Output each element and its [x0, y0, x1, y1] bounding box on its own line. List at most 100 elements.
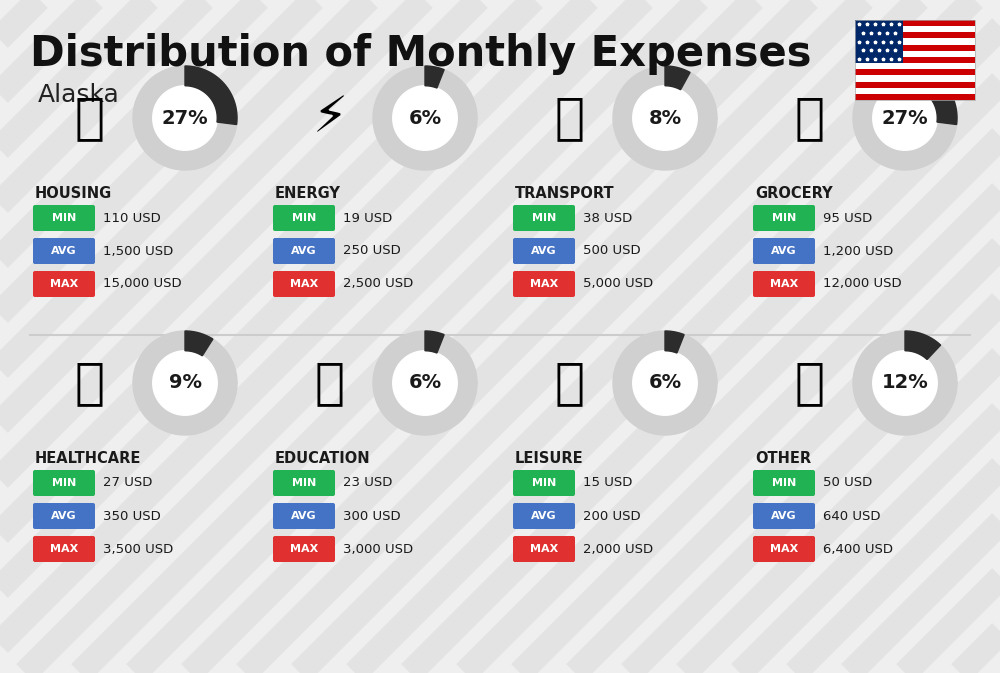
Text: AVG: AVG	[51, 511, 77, 521]
Text: Alaska: Alaska	[38, 83, 120, 107]
Polygon shape	[133, 66, 237, 170]
Text: ⚡: ⚡	[312, 94, 348, 142]
Bar	[855, 81, 975, 87]
Text: 27%: 27%	[162, 108, 208, 127]
Bar	[855, 26, 975, 32]
Text: MAX: MAX	[50, 279, 78, 289]
Bar	[855, 57, 975, 63]
Text: 200 USD: 200 USD	[583, 509, 641, 522]
Text: AVG: AVG	[771, 246, 797, 256]
Text: AVG: AVG	[51, 246, 77, 256]
Bar	[855, 32, 975, 38]
FancyBboxPatch shape	[753, 536, 815, 562]
Polygon shape	[153, 351, 217, 415]
Polygon shape	[613, 66, 717, 170]
Text: 1,500 USD: 1,500 USD	[103, 244, 173, 258]
Text: MAX: MAX	[770, 544, 798, 554]
Text: 6%: 6%	[408, 374, 442, 392]
Text: 3,500 USD: 3,500 USD	[103, 542, 173, 555]
Polygon shape	[873, 351, 937, 415]
Text: MIN: MIN	[292, 478, 316, 488]
Polygon shape	[153, 85, 217, 150]
Text: 3,000 USD: 3,000 USD	[343, 542, 413, 555]
Text: LEISURE: LEISURE	[515, 451, 584, 466]
Polygon shape	[133, 331, 237, 435]
FancyBboxPatch shape	[33, 205, 95, 231]
Text: 23 USD: 23 USD	[343, 476, 392, 489]
Bar	[855, 44, 975, 50]
Bar	[855, 50, 975, 57]
Text: 15,000 USD: 15,000 USD	[103, 277, 182, 291]
Text: AVG: AVG	[531, 246, 557, 256]
Text: 🚌: 🚌	[555, 94, 585, 142]
Bar	[855, 94, 975, 100]
Bar	[855, 20, 975, 100]
FancyBboxPatch shape	[273, 238, 335, 264]
Polygon shape	[853, 331, 957, 435]
FancyBboxPatch shape	[513, 470, 575, 496]
Text: HEALTHCARE: HEALTHCARE	[35, 451, 141, 466]
Text: MAX: MAX	[530, 279, 558, 289]
Text: 50 USD: 50 USD	[823, 476, 872, 489]
Text: 9%: 9%	[168, 374, 202, 392]
FancyBboxPatch shape	[273, 503, 335, 529]
FancyBboxPatch shape	[273, 470, 335, 496]
Text: 1,200 USD: 1,200 USD	[823, 244, 893, 258]
Text: 🎓: 🎓	[315, 359, 345, 407]
Bar	[855, 69, 975, 75]
Polygon shape	[393, 85, 457, 150]
Bar	[855, 75, 975, 81]
Polygon shape	[633, 85, 697, 150]
FancyBboxPatch shape	[33, 536, 95, 562]
Bar	[855, 20, 975, 26]
Text: TRANSPORT: TRANSPORT	[515, 186, 615, 201]
Bar	[855, 63, 975, 69]
Bar	[855, 87, 975, 94]
Polygon shape	[373, 331, 477, 435]
Text: MAX: MAX	[530, 544, 558, 554]
Text: 6%: 6%	[648, 374, 682, 392]
FancyBboxPatch shape	[273, 271, 335, 297]
Text: MIN: MIN	[292, 213, 316, 223]
FancyBboxPatch shape	[753, 205, 815, 231]
Text: 110 USD: 110 USD	[103, 211, 161, 225]
Text: 2,500 USD: 2,500 USD	[343, 277, 413, 291]
Text: OTHER: OTHER	[755, 451, 811, 466]
Text: 12,000 USD: 12,000 USD	[823, 277, 902, 291]
Polygon shape	[633, 351, 697, 415]
Text: 5,000 USD: 5,000 USD	[583, 277, 653, 291]
Polygon shape	[665, 331, 684, 353]
Text: 27 USD: 27 USD	[103, 476, 152, 489]
Text: 15 USD: 15 USD	[583, 476, 632, 489]
Text: MIN: MIN	[772, 213, 796, 223]
Text: EDUCATION: EDUCATION	[275, 451, 371, 466]
Text: AVG: AVG	[771, 511, 797, 521]
FancyBboxPatch shape	[513, 238, 575, 264]
Text: 38 USD: 38 USD	[583, 211, 632, 225]
Text: MAX: MAX	[290, 544, 318, 554]
Text: MIN: MIN	[532, 478, 556, 488]
Text: 300 USD: 300 USD	[343, 509, 401, 522]
FancyBboxPatch shape	[513, 271, 575, 297]
Polygon shape	[185, 331, 213, 356]
FancyBboxPatch shape	[753, 503, 815, 529]
Text: AVG: AVG	[291, 246, 317, 256]
Text: 95 USD: 95 USD	[823, 211, 872, 225]
Text: ENERGY: ENERGY	[275, 186, 341, 201]
FancyBboxPatch shape	[33, 238, 95, 264]
Text: AVG: AVG	[531, 511, 557, 521]
Text: Distribution of Monthly Expenses: Distribution of Monthly Expenses	[30, 33, 812, 75]
Text: MIN: MIN	[532, 213, 556, 223]
Text: MAX: MAX	[290, 279, 318, 289]
Polygon shape	[425, 66, 444, 88]
Text: 🩺: 🩺	[75, 359, 105, 407]
Bar	[855, 38, 975, 44]
Polygon shape	[185, 66, 237, 125]
Text: MAX: MAX	[770, 279, 798, 289]
Text: MAX: MAX	[50, 544, 78, 554]
Polygon shape	[613, 331, 717, 435]
Text: MIN: MIN	[52, 478, 76, 488]
Text: MIN: MIN	[772, 478, 796, 488]
FancyBboxPatch shape	[273, 536, 335, 562]
Text: AVG: AVG	[291, 511, 317, 521]
